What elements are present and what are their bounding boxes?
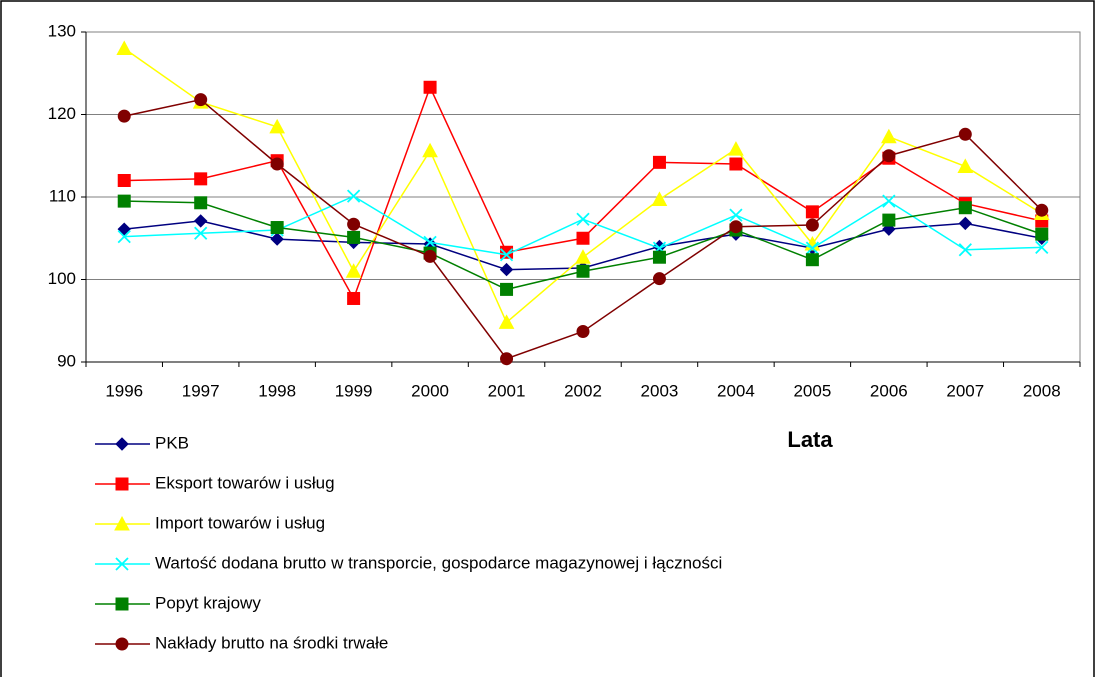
legend-marker: [115, 437, 129, 451]
x-tick-label: 2005: [793, 381, 831, 400]
x-tick-label: 2004: [717, 381, 755, 400]
data-point: [576, 324, 590, 338]
y-tick-label: 100: [48, 269, 76, 288]
x-tick-label: 1999: [335, 381, 373, 400]
x-tick-label: 1996: [105, 381, 143, 400]
legend-label: Popyt krajowy: [155, 593, 261, 612]
data-point: [576, 264, 590, 278]
data-point: [117, 229, 131, 244]
y-tick-label: 90: [57, 351, 76, 370]
data-point: [729, 157, 743, 171]
data-point: [498, 314, 515, 329]
y-tick-label: 110: [49, 186, 76, 205]
data-point: [728, 141, 744, 156]
x-tick-label: 1997: [182, 381, 220, 400]
x-tick-label: 2007: [946, 381, 984, 400]
data-point: [882, 213, 896, 227]
data-point: [958, 127, 972, 141]
y-tick-label: 120: [48, 104, 76, 123]
legend-marker: [114, 515, 130, 531]
data-point: [117, 222, 131, 236]
y-tick-label: 130: [48, 21, 76, 40]
data-point: [117, 174, 131, 187]
data-point: [347, 217, 361, 231]
data-point: [958, 216, 973, 231]
data-point: [576, 231, 590, 245]
data-point: [423, 235, 437, 250]
data-point: [270, 221, 284, 235]
data-point: [958, 201, 972, 215]
data-point: [958, 243, 972, 257]
data-point: [882, 149, 896, 163]
data-point: [194, 226, 208, 240]
legend-label: Import towarów i usług: [155, 513, 325, 532]
x-tick-label: 2006: [870, 381, 908, 400]
data-point: [805, 205, 819, 219]
data-point: [805, 253, 819, 267]
data-point: [882, 194, 896, 208]
legend-label: Eksport towarów i usług: [155, 473, 335, 492]
x-axis-label: Lata: [787, 427, 833, 452]
data-point: [957, 158, 974, 173]
legend-label: Wartość dodana brutto w transporcie, gos…: [155, 553, 722, 572]
data-point: [194, 172, 208, 186]
data-point: [652, 272, 666, 286]
data-point: [729, 208, 743, 222]
data-point: [423, 249, 437, 263]
data-point: [346, 189, 361, 203]
x-tick-label: 2003: [641, 381, 679, 400]
data-point: [117, 194, 131, 208]
data-point: [652, 250, 666, 264]
data-point: [347, 291, 361, 305]
data-point: [500, 282, 514, 296]
legend-label: PKB: [155, 433, 189, 452]
legend-label: Nakłady brutto na środki trwałe: [155, 633, 388, 652]
data-point: [422, 142, 438, 158]
data-point: [499, 248, 514, 262]
data-point: [270, 232, 284, 246]
data-point: [652, 155, 666, 169]
data-point: [116, 40, 133, 55]
x-tick-label: 2002: [564, 381, 602, 400]
legend-marker: [115, 637, 129, 651]
data-point: [269, 118, 285, 134]
data-point: [1035, 227, 1049, 241]
x-tick-label: 2000: [411, 381, 449, 400]
data-point: [270, 157, 284, 171]
data-point: [805, 218, 819, 232]
data-point: [194, 196, 208, 210]
data-point: [575, 249, 591, 264]
data-point: [576, 212, 590, 226]
data-point: [729, 220, 743, 234]
data-point: [499, 262, 514, 277]
data-point: [194, 93, 208, 107]
data-point: [500, 352, 514, 366]
data-point: [805, 241, 820, 255]
data-point: [1035, 240, 1049, 254]
legend-marker: [115, 597, 129, 611]
legend-marker: [115, 557, 129, 571]
data-point: [117, 109, 131, 123]
data-point: [1035, 203, 1049, 217]
legend-marker: [115, 477, 129, 491]
x-tick-label: 2008: [1023, 381, 1061, 400]
x-tick-label: 1998: [258, 381, 296, 400]
data-point: [651, 191, 668, 206]
data-point: [193, 214, 208, 228]
data-point: [345, 263, 362, 278]
data-point: [347, 230, 361, 244]
data-point: [423, 80, 437, 94]
data-point: [881, 128, 897, 144]
x-tick-label: 2001: [488, 381, 526, 400]
